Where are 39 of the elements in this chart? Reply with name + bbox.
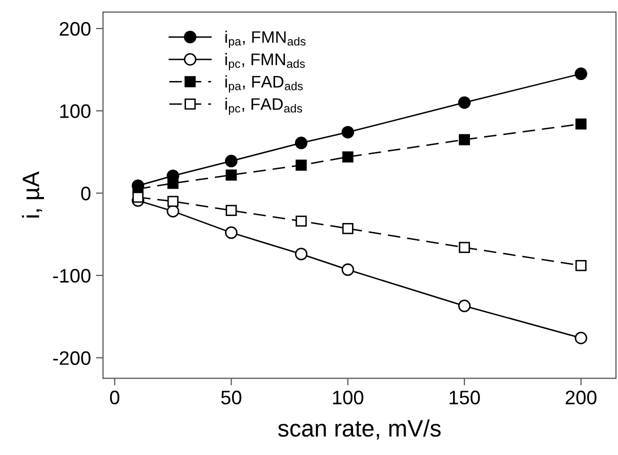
point [342,126,354,138]
y-tick-label: -100 [53,268,90,283]
x-tick-label: 150 [450,390,480,404]
point [574,68,588,80]
y-tick-label: -200 [53,351,90,365]
point [458,96,471,109]
point [296,160,307,171]
point [296,216,307,227]
point [225,154,238,168]
x-tick-label: 0 [110,390,120,404]
point [575,260,587,272]
point [574,332,588,344]
point [167,178,179,189]
point [342,151,354,162]
legend-label: i$_{pc}$, FAD$_{ads}$ [225,98,302,115]
y-axis-title: i, µA [22,171,44,218]
point [294,136,308,150]
x-tick-label: 200 [566,390,596,404]
x-tick-label: 100 [333,390,364,404]
point [342,263,354,276]
legend-label: i$_{pc}$, FMN$_{ads}$ [225,53,305,70]
y-tick-label: 200 [60,22,90,36]
point [132,192,144,203]
legend-label: i$_{pa}$, FAD$_{ads}$ [225,75,303,93]
x-axis-title: scan rate, mV/s [278,419,441,440]
point [458,242,470,254]
point [575,118,587,130]
point [226,169,237,181]
legend-label: i$_{pa}$, FMN$_{ads}$ [225,30,306,48]
point [458,134,470,146]
point [342,222,354,234]
point [225,226,238,239]
point [294,248,308,260]
point [167,196,179,207]
point [226,204,237,216]
point [458,300,471,312]
y-tick-label: 100 [60,104,90,118]
y-tick-label: 0 [81,186,90,200]
x-tick-label: 50 [221,390,242,404]
